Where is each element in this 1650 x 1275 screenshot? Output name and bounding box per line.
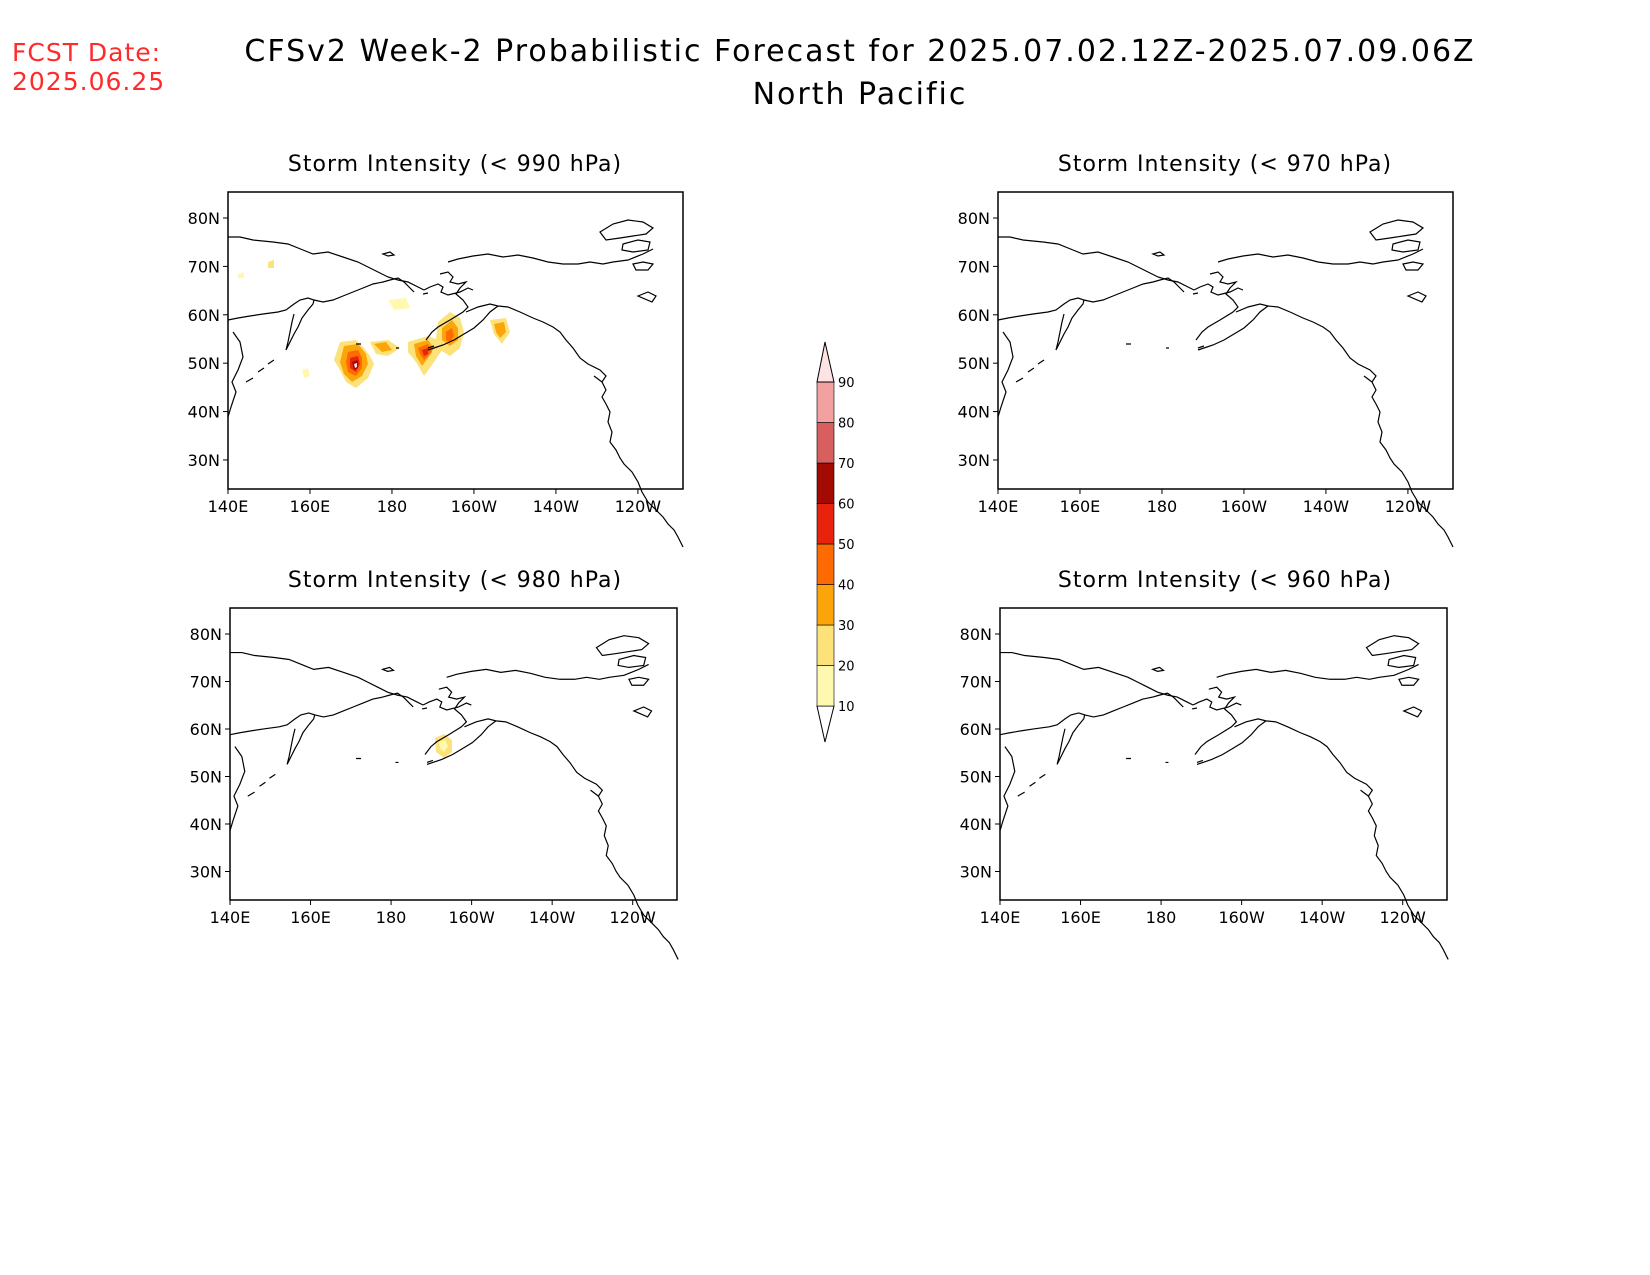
colorbar-level-label: 80: [838, 417, 855, 432]
lon-tick-label-980: 160W: [448, 908, 495, 927]
lon-tick-label-970: 120W: [1385, 497, 1432, 516]
colorbar-level-label: 40: [838, 579, 855, 594]
lat-tick-label-990: 50N: [188, 354, 220, 373]
lat-tick-label-990: 80N: [188, 209, 220, 228]
region-title: North Pacific: [752, 77, 968, 112]
lat-tick-label-970: 60N: [958, 306, 990, 325]
lon-tick-label-970: 180: [1147, 497, 1178, 516]
colorbar-segment: [816, 381, 835, 423]
lat-tick-label-970: 50N: [958, 354, 990, 373]
map-panel-980: [229, 607, 679, 961]
panel-title-990: Storm Intensity (< 990 hPa): [287, 152, 623, 177]
lat-tick-label-990: 70N: [188, 257, 220, 276]
colorbar-segment: [816, 543, 835, 585]
page-title: CFSv2 Week-2 Probabilistic Forecast for …: [244, 34, 1476, 69]
lon-tick-label-960: 140W: [1299, 908, 1346, 927]
colorbar-upper-cap: [816, 341, 835, 383]
lat-tick-label-980: 40N: [190, 815, 222, 834]
forecast-date-label: FCST Date: 2025.06.25: [12, 38, 165, 96]
lat-tick-label-990: 30N: [188, 451, 220, 470]
lat-tick-label-980: 50N: [190, 768, 222, 787]
lon-tick-label-990: 180: [377, 497, 408, 516]
lat-tick-label-970: 40N: [958, 403, 990, 422]
lon-tick-label-980: 160E: [290, 908, 331, 927]
colorbar-level-label: 50: [838, 538, 855, 553]
lat-tick-label-980: 70N: [190, 673, 222, 692]
colorbar-level-label: 90: [838, 376, 855, 391]
lon-tick-label-980: 140E: [210, 908, 251, 927]
colorbar-level-label: 10: [838, 700, 855, 715]
lon-tick-label-990: 160E: [290, 497, 331, 516]
lon-tick-label-980: 120W: [610, 908, 657, 927]
lon-tick-label-990: 140W: [533, 497, 580, 516]
colorbar-segment: [816, 462, 835, 504]
lat-tick-label-960: 60N: [960, 720, 992, 739]
lon-tick-label-990: 140E: [208, 497, 249, 516]
lat-tick-label-970: 30N: [958, 451, 990, 470]
axes-layer: 140E 160E 180 160W 140W 120W 80N 70N 60N 50N 40N 30…: [188, 209, 1432, 927]
panel-title-980: Storm Intensity (< 980 hPa): [287, 568, 623, 593]
lon-tick-label-990: 160W: [451, 497, 498, 516]
lon-tick-label-960: 180: [1146, 908, 1177, 927]
colorbar: 10 20 30 40 50 60 70 80 90: [816, 341, 855, 743]
map-panel-960: [999, 607, 1449, 961]
lat-tick-label-960: 30N: [960, 863, 992, 882]
lat-tick-label-980: 30N: [190, 863, 222, 882]
lon-tick-label-960: 160E: [1060, 908, 1101, 927]
fcst-date-value: 2025.06.25: [12, 67, 166, 96]
lon-tick-label-980: 140W: [529, 908, 576, 927]
map-panel-990: [227, 191, 684, 548]
lat-tick-label-990: 40N: [188, 403, 220, 422]
lon-tick-label-990: 120W: [615, 497, 662, 516]
colorbar-level-label: 70: [838, 457, 855, 472]
lon-tick-label-960: 140E: [980, 908, 1021, 927]
lat-tick-label-980: 80N: [190, 625, 222, 644]
colorbar-level-label: 20: [838, 660, 855, 675]
colorbar-segment: [816, 665, 835, 707]
lon-tick-label-970: 160W: [1221, 497, 1268, 516]
colorbar-level-label: 60: [838, 498, 855, 513]
colorbar-segment: [816, 624, 835, 666]
lat-tick-label-960: 70N: [960, 673, 992, 692]
lon-tick-label-970: 140E: [978, 497, 1019, 516]
lon-tick-label-970: 140W: [1303, 497, 1350, 516]
map-panel-970: [997, 191, 1454, 548]
lon-tick-label-960: 120W: [1380, 908, 1427, 927]
lat-tick-label-990: 60N: [188, 306, 220, 325]
colorbar-segment: [816, 584, 835, 626]
lat-tick-label-980: 60N: [190, 720, 222, 739]
lat-tick-label-960: 80N: [960, 625, 992, 644]
lat-tick-label-960: 40N: [960, 815, 992, 834]
lon-tick-label-970: 160E: [1060, 497, 1101, 516]
lat-tick-label-970: 80N: [958, 209, 990, 228]
colorbar-segment: [816, 422, 835, 464]
probability-shading-990: [238, 260, 510, 388]
lon-tick-label-980: 180: [376, 908, 407, 927]
colorbar-lower-cap: [816, 705, 835, 743]
lat-tick-label-970: 70N: [958, 257, 990, 276]
fcst-date-caption: FCST Date:: [12, 38, 162, 67]
panel-title-970: Storm Intensity (< 970 hPa): [1057, 152, 1393, 177]
colorbar-segment: [816, 503, 835, 545]
colorbar-level-label: 30: [838, 619, 855, 634]
panel-title-960: Storm Intensity (< 960 hPa): [1057, 568, 1393, 593]
lon-tick-label-960: 160W: [1218, 908, 1265, 927]
lat-tick-label-960: 50N: [960, 768, 992, 787]
